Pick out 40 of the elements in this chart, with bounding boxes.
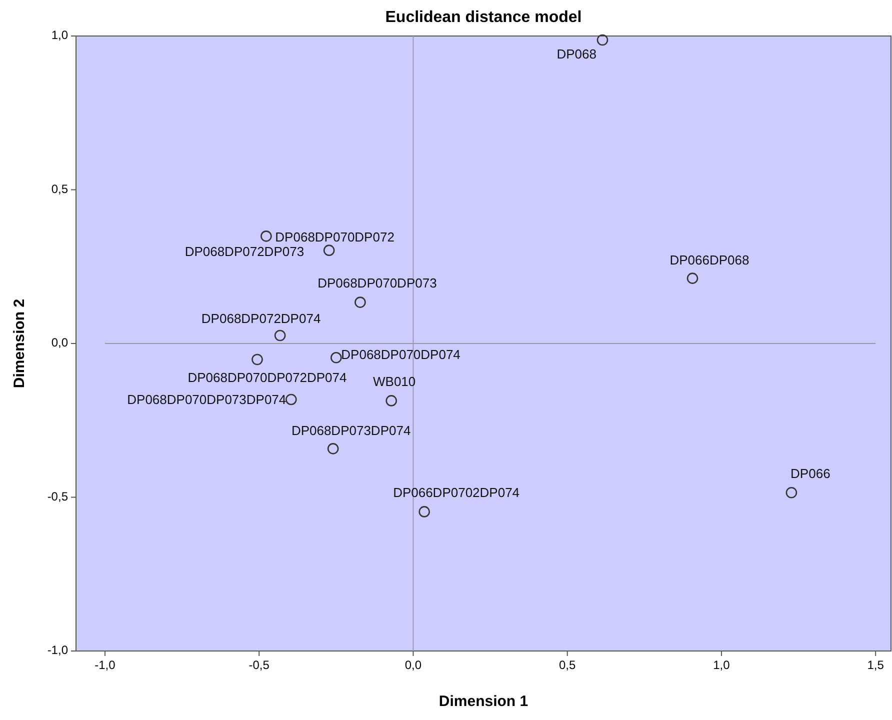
annotation: DP066DP0702DP074 xyxy=(393,485,520,500)
y-tick-label: 0,5 xyxy=(51,182,68,196)
point xyxy=(286,394,297,406)
x-tick-label: -0,5 xyxy=(248,658,270,672)
point xyxy=(418,506,430,518)
chart-title: Euclidean distance model xyxy=(385,9,582,26)
y-tick-label: 1,0 xyxy=(51,28,68,42)
y-tick-label: -1,0 xyxy=(47,643,68,658)
point xyxy=(274,330,286,342)
annotation: DP066 xyxy=(790,466,830,482)
annotation: DP068DP070DP074 xyxy=(341,347,460,362)
annotation: DP068DP072DP074 xyxy=(201,310,321,326)
annotation: DP068DP070DP072 xyxy=(275,230,394,245)
point xyxy=(327,443,339,454)
annotation: DP068DP070DP072DP074 xyxy=(188,370,347,385)
point xyxy=(354,296,366,308)
annotation: DP068DP070DP073DP074 xyxy=(127,392,286,407)
point xyxy=(386,395,397,406)
point xyxy=(323,244,335,256)
point xyxy=(596,34,608,46)
annotation: DP068 xyxy=(556,46,596,62)
y-tick-label: -0,5 xyxy=(47,489,68,504)
x-tick-label: 0,0 xyxy=(404,658,422,672)
point xyxy=(786,486,798,498)
x-tick-label: 0,5 xyxy=(559,658,576,672)
annotation: DP066DP068 xyxy=(670,252,750,268)
y-tick-label: 0,0 xyxy=(51,336,68,350)
point xyxy=(686,272,698,284)
annotation: DP068DP073DP074 xyxy=(291,423,411,438)
annotation: DP068DP072DP073 xyxy=(184,244,304,259)
x-axis-title: Dimension 1 xyxy=(438,693,528,710)
x-tick-label: -1,0 xyxy=(94,658,116,672)
x-tick-label: 1,0 xyxy=(713,658,730,672)
point xyxy=(252,354,263,366)
y-axis-title: Dimension 2 xyxy=(11,298,28,388)
point xyxy=(260,230,272,242)
point xyxy=(330,352,342,364)
annotation: WB010 xyxy=(373,374,416,390)
annotation: DP068DP070DP073 xyxy=(318,276,437,291)
x-tick-label: 1,5 xyxy=(867,658,884,672)
